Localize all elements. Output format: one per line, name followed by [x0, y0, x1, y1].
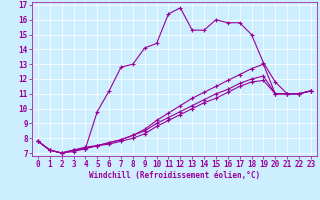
X-axis label: Windchill (Refroidissement éolien,°C): Windchill (Refroidissement éolien,°C)	[89, 171, 260, 180]
